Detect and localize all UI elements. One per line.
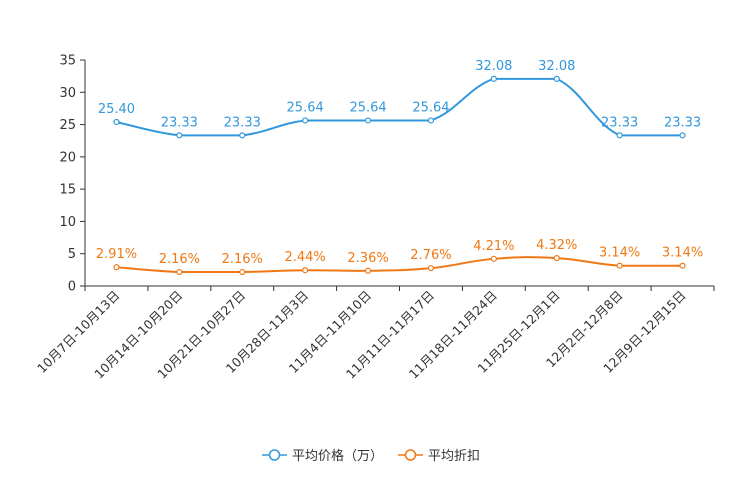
data-point[interactable] bbox=[427, 265, 435, 272]
data-label: 2.91% bbox=[96, 247, 137, 262]
y-tick-label: 35 bbox=[59, 54, 76, 69]
data-point[interactable] bbox=[616, 132, 623, 139]
data-point[interactable] bbox=[176, 268, 183, 276]
legend-circle-icon bbox=[404, 449, 417, 461]
y-tick-label: 0 bbox=[68, 280, 76, 295]
data-label: 2.16% bbox=[222, 252, 263, 267]
data-point[interactable] bbox=[427, 117, 435, 124]
data-label: 25.64 bbox=[412, 100, 449, 115]
legend-label: 平均折扣 bbox=[428, 449, 480, 464]
data-point[interactable] bbox=[490, 255, 497, 262]
data-point[interactable] bbox=[239, 132, 246, 139]
y-tick-label: 30 bbox=[59, 86, 76, 101]
data-label: 25.64 bbox=[349, 100, 386, 115]
data-label: 23.33 bbox=[664, 115, 701, 130]
data-point[interactable] bbox=[302, 117, 309, 124]
y-tick-label: 25 bbox=[59, 118, 76, 133]
data-point[interactable] bbox=[364, 267, 372, 274]
data-point[interactable] bbox=[364, 117, 372, 124]
data-label: 2.44% bbox=[284, 250, 325, 265]
data-point[interactable] bbox=[302, 267, 309, 274]
y-tick-label: 10 bbox=[59, 215, 76, 230]
data-point[interactable] bbox=[616, 262, 623, 269]
y-tick-label: 15 bbox=[59, 183, 76, 198]
data-point[interactable] bbox=[679, 262, 686, 269]
data-point[interactable] bbox=[490, 75, 497, 82]
legend-item-0[interactable]: 平均价格（万） bbox=[262, 448, 383, 464]
series-1: 2.91% 2.16% 2.16% 2.44% 2.36% 2.76% 4.21% 4.32%… bbox=[96, 238, 703, 276]
data-label: 25.40 bbox=[98, 102, 135, 117]
data-label: 25.64 bbox=[287, 100, 324, 115]
data-point[interactable] bbox=[113, 118, 120, 126]
legend-item-1[interactable]: 平均折扣 bbox=[398, 449, 480, 464]
data-label: 23.33 bbox=[601, 115, 638, 130]
series-layer: 25.40 23.33 23.33 25.64 25.64 25.64 32.08 32.08… bbox=[96, 59, 703, 276]
data-label: 4.21% bbox=[473, 239, 514, 254]
data-point[interactable] bbox=[176, 132, 183, 139]
data-label: 2.36% bbox=[347, 251, 388, 266]
data-point[interactable] bbox=[679, 132, 686, 139]
y-tick-label: 20 bbox=[59, 150, 76, 165]
data-point[interactable] bbox=[113, 264, 120, 271]
data-label: 32.08 bbox=[538, 59, 575, 74]
legend-label: 平均价格（万） bbox=[292, 448, 383, 464]
data-point[interactable] bbox=[553, 255, 560, 262]
data-label: 23.33 bbox=[224, 115, 261, 130]
legend-circle-icon bbox=[268, 449, 281, 461]
data-point[interactable] bbox=[239, 268, 246, 276]
data-label: 32.08 bbox=[475, 59, 512, 74]
series-line bbox=[116, 77, 683, 137]
y-tick-label: 5 bbox=[68, 247, 76, 262]
data-label: 3.14% bbox=[599, 246, 640, 261]
data-label: 3.14% bbox=[662, 246, 703, 261]
data-point[interactable] bbox=[553, 75, 560, 82]
data-label: 2.16% bbox=[159, 252, 200, 267]
data-label: 23.33 bbox=[161, 115, 198, 130]
data-label: 2.76% bbox=[410, 248, 451, 263]
data-label: 4.32% bbox=[536, 238, 577, 253]
series-0: 25.40 23.33 23.33 25.64 25.64 25.64 32.08 32.08… bbox=[98, 59, 701, 139]
series-line bbox=[116, 256, 683, 274]
legend[interactable]: 平均价格（万） 平均折扣 bbox=[262, 448, 480, 464]
